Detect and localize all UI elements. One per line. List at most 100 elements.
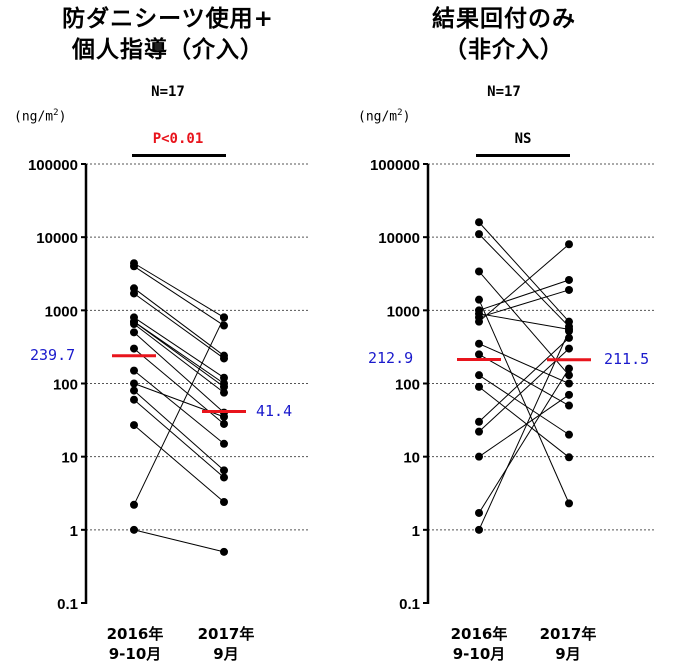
- y-axis-unit: (ng/m2): [14, 108, 67, 125]
- data-point-2017: [220, 419, 228, 428]
- data-point-2017: [565, 390, 573, 399]
- paired-line: [478, 337, 570, 423]
- data-point-2017: [220, 321, 228, 330]
- y-tick-label: 100: [395, 377, 420, 394]
- paired-line: [478, 271, 570, 376]
- data-point-2017: [220, 382, 228, 391]
- paired-line: [133, 331, 225, 413]
- paired-line: [133, 287, 225, 357]
- y-tick-label: 100000: [28, 157, 78, 174]
- paired-line: [478, 299, 570, 504]
- median-label-2016: 212.9: [368, 349, 414, 368]
- chart-title: 防ダニシーツ使用+ 個人指導（介入）: [0, 4, 336, 66]
- paired-line: [133, 321, 225, 388]
- y-tick-label: 0.1: [399, 596, 420, 613]
- y-tick-label: 1: [412, 523, 420, 540]
- chart-title-line2: （非介入）: [444, 37, 564, 63]
- data-point-2016: [475, 452, 483, 461]
- paired-line: [133, 424, 225, 503]
- y-tick-label: 10000: [378, 230, 420, 247]
- paired-line: [478, 233, 570, 327]
- data-point-2016: [475, 417, 483, 426]
- paired-line: [478, 330, 570, 531]
- paired-line: [478, 374, 570, 436]
- median-label-2016: 239.7: [30, 345, 76, 364]
- data-point-2016: [475, 317, 483, 326]
- data-point-2016: [130, 366, 138, 375]
- data-point-2016: [475, 218, 483, 227]
- data-point-2016: [130, 328, 138, 337]
- y-tick-label: 10: [403, 450, 420, 467]
- paired-line: [133, 529, 225, 553]
- data-point-2017: [565, 371, 573, 380]
- data-point-2017: [565, 379, 573, 388]
- paired-line: [133, 399, 225, 478]
- data-point-2017: [565, 275, 573, 284]
- paired-line: [133, 265, 225, 326]
- data-point-2016: [475, 427, 483, 436]
- significance-bar: [132, 154, 226, 157]
- data-point-2016: [130, 500, 138, 509]
- paired-line: [133, 390, 225, 471]
- data-point-2017: [565, 364, 573, 373]
- data-point-2017: [220, 373, 228, 382]
- data-point-2017: [220, 466, 228, 475]
- data-point-2016: [475, 350, 483, 359]
- data-point-2016: [475, 339, 483, 348]
- x-category-2017: 2017年 9月: [539, 625, 597, 663]
- data-point-2016: [130, 525, 138, 534]
- scatter-plot-non-intervention: 100000 10000 1000 100 10 1 0.1: [370, 157, 654, 613]
- y-tick-label: 1000: [45, 303, 78, 320]
- data-point-2016: [475, 267, 483, 276]
- data-point-2017: [565, 327, 573, 336]
- x-category-2016: 2016年 9-10月: [450, 625, 508, 663]
- data-point-2017: [565, 430, 573, 439]
- paired-line: [478, 368, 570, 514]
- data-point-2017: [565, 240, 573, 249]
- paired-line: [478, 243, 570, 323]
- data-point-2017: [565, 285, 573, 294]
- sample-size-label: N=17: [151, 84, 185, 100]
- paired-line: [478, 313, 570, 330]
- paired-line: [133, 317, 225, 505]
- paired-line: [478, 279, 570, 311]
- paired-line: [133, 317, 225, 379]
- chart-title: 結果回付のみ （非介入）: [336, 4, 672, 66]
- data-point-2016: [130, 320, 138, 329]
- data-point-2017: [565, 499, 573, 508]
- chart-title-line2: 個人指導（介入）: [72, 37, 264, 63]
- y-tick-label: 10: [61, 450, 78, 467]
- paired-line: [478, 289, 570, 318]
- chart-panel-non-intervention: 結果回付のみ （非介入） N=17 (ng/m2) NS 100000 10000…: [336, 0, 672, 668]
- y-tick-label: 1: [70, 523, 78, 540]
- data-point-2016: [130, 289, 138, 298]
- y-tick-label: 100000: [370, 157, 420, 174]
- paired-line: [133, 323, 225, 394]
- data-point-2017: [220, 412, 228, 421]
- data-point-2017: [220, 498, 228, 507]
- median-label-2017: 41.4: [256, 401, 293, 420]
- paired-line: [478, 343, 570, 384]
- y-tick-label: 0.1: [57, 596, 78, 613]
- data-point-2016: [130, 386, 138, 395]
- scatter-plot-intervention: 100000 10000 1000 100 10 1 0.1: [28, 157, 310, 613]
- data-point-2016: [475, 508, 483, 517]
- paired-line: [478, 386, 570, 458]
- y-tick-label: 100: [53, 377, 78, 394]
- data-point-2016: [130, 344, 138, 353]
- chart-title-line1: 結果回付のみ: [432, 6, 576, 32]
- data-point-2016: [475, 371, 483, 380]
- paired-line: [478, 348, 570, 432]
- data-point-2016: [130, 262, 138, 271]
- data-point-2017: [220, 439, 228, 448]
- data-point-2017: [220, 547, 228, 556]
- significance-label: P<0.01: [152, 131, 204, 147]
- significance-label: NS: [514, 131, 532, 147]
- significance-bar: [476, 154, 570, 157]
- x-category-2016: 2016年 9-10月: [106, 625, 164, 663]
- data-point-2017: [220, 473, 228, 482]
- data-point-2016: [130, 379, 138, 388]
- data-point-2017: [220, 354, 228, 363]
- data-point-2016: [130, 421, 138, 430]
- data-point-2016: [475, 525, 483, 534]
